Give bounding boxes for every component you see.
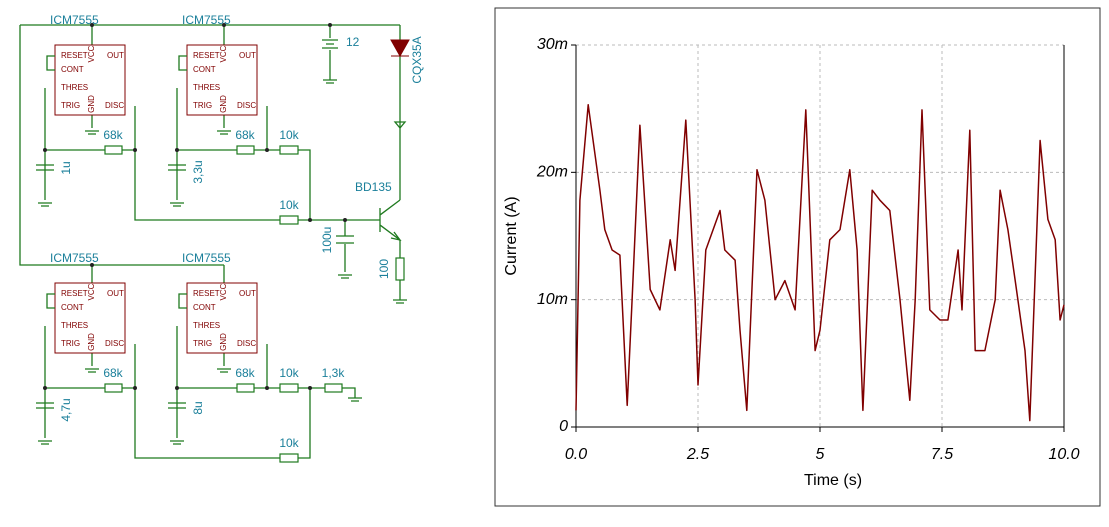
chip-label: ICM7555 <box>182 13 231 27</box>
pin-label: TRIG <box>193 339 212 348</box>
chip <box>54 282 126 354</box>
pin-label: VCC <box>87 45 96 62</box>
resistor-label: 68k <box>235 128 255 142</box>
pin-label: TRIG <box>61 339 80 348</box>
resistor-label: 10k <box>279 436 299 450</box>
x-tick-label: 5 <box>816 446 825 463</box>
pin-label: GND <box>87 333 96 351</box>
pin-label: GND <box>219 333 228 351</box>
resistor-label: 10k <box>279 366 299 380</box>
pin-label: GND <box>219 95 228 113</box>
chart-frame <box>494 7 1101 507</box>
pin-label: RESET <box>193 289 220 298</box>
reset-cont-link <box>178 55 187 71</box>
y-tick-label: 30m <box>537 36 568 53</box>
led-label: CQX35A <box>410 36 424 83</box>
capacitors <box>36 164 354 409</box>
pin-label: RESET <box>61 51 88 60</box>
pin-label: OUT <box>107 289 124 298</box>
chip-label: ICM7555 <box>50 13 99 27</box>
plot-border <box>575 45 1065 428</box>
pin-label: DISC <box>237 101 256 110</box>
pin-label: THRES <box>61 321 88 330</box>
pin-label: CONT <box>61 65 84 74</box>
schematic: 68k 68k 10k 10k 68k 68k 10k 1,3k 10k 100… <box>19 13 424 463</box>
x-axis-label: Time (s) <box>804 472 862 489</box>
led <box>390 39 410 58</box>
resistor-label: 10k <box>279 198 299 212</box>
reset-cont-link <box>178 293 187 309</box>
resistor-label: 68k <box>103 128 123 142</box>
reset-cont-link <box>46 293 55 309</box>
pin-label: CONT <box>193 303 216 312</box>
pin-label: OUT <box>239 51 256 60</box>
battery <box>322 39 338 49</box>
battery-label: 12 <box>346 35 360 49</box>
y-tick-label: 10m <box>537 291 568 308</box>
x-tick-label: 7.5 <box>931 446 953 463</box>
pin-label: THRES <box>193 321 220 330</box>
transistor-label: BD135 <box>355 180 392 194</box>
resistor-label: 68k <box>235 366 255 380</box>
y-tick-label: 20m <box>536 164 568 181</box>
resistor-label: 100 <box>377 259 391 279</box>
data-line <box>575 104 1065 422</box>
x-tick-label: 10.0 <box>1048 446 1079 463</box>
resistors <box>104 145 405 463</box>
junctions <box>43 23 347 390</box>
y-axis-label: Current (A) <box>503 196 520 275</box>
pin-label: DISC <box>237 339 256 348</box>
pin-label: TRIG <box>61 101 80 110</box>
pin-label: VCC <box>219 283 228 300</box>
capacitor-label: 4,7u <box>59 398 73 421</box>
chip <box>54 44 126 116</box>
chip <box>186 44 258 116</box>
pin-label: RESET <box>61 289 88 298</box>
resistor-label: 1,3k <box>322 366 346 380</box>
pin-label: CONT <box>193 65 216 74</box>
pin-label: THRES <box>193 83 220 92</box>
resistor-label: 68k <box>103 366 123 380</box>
pin-label: CONT <box>61 303 84 312</box>
x-tick-label: 2.5 <box>686 446 709 463</box>
capacitor-label: 100u <box>320 227 334 254</box>
capacitor-label: 1u <box>59 161 73 174</box>
pin-label: THRES <box>61 83 88 92</box>
pin-label: VCC <box>219 45 228 62</box>
wires <box>19 24 401 459</box>
pin-label: DISC <box>105 339 124 348</box>
chip <box>186 282 258 354</box>
grounds <box>38 79 407 445</box>
capacitor-label: 3,3u <box>191 160 205 183</box>
chip-label: ICM7555 <box>50 251 99 265</box>
pin-label: GND <box>87 95 96 113</box>
resistor-label: 10k <box>279 128 299 142</box>
pin-label: DISC <box>105 101 124 110</box>
chip-label: ICM7555 <box>182 251 231 265</box>
junction-arrow <box>393 121 407 130</box>
capacitor-label: 8u <box>191 401 205 414</box>
pin-label: VCC <box>87 283 96 300</box>
x-tick-label: 0.0 <box>565 446 587 463</box>
reset-cont-link <box>46 55 55 71</box>
y-tick-label: 0 <box>559 418 568 435</box>
pin-label: TRIG <box>193 101 212 110</box>
pin-label: RESET <box>193 51 220 60</box>
transistor <box>379 199 402 242</box>
pin-label: OUT <box>239 289 256 298</box>
pin-label: OUT <box>107 51 124 60</box>
